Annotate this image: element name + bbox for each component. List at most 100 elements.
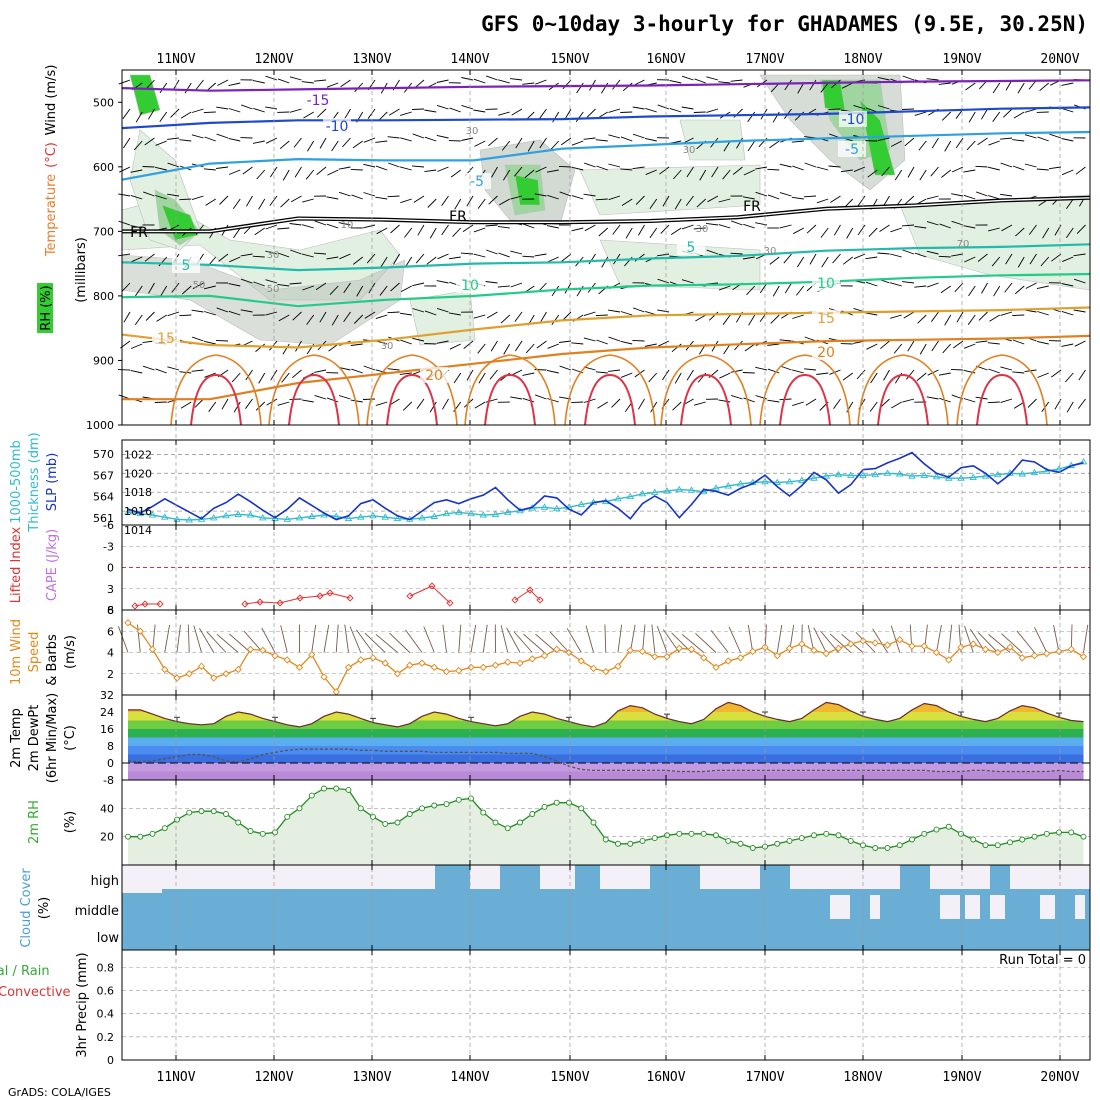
isotherm-label: -5 — [845, 142, 859, 158]
wind-barb — [134, 314, 143, 326]
wind-barb — [803, 195, 817, 198]
rh-2m-marker — [933, 826, 940, 833]
rh-2m-marker — [529, 811, 536, 817]
upper-wind-label: Wind (m/s) — [44, 65, 59, 136]
wind-barb — [743, 397, 755, 403]
wind-barb — [522, 82, 535, 85]
wind-barb — [722, 169, 731, 180]
wind-barb — [792, 227, 804, 235]
precip-tick-label: 0 — [107, 1054, 114, 1067]
wind-barb — [155, 195, 167, 200]
isotherm-15 — [121, 306, 1091, 349]
thickness-tick-label: 567 — [93, 469, 114, 482]
wind-barb-10m — [1016, 630, 1035, 653]
wind-barb — [894, 169, 903, 181]
wind-speed-marker — [1006, 643, 1014, 651]
temp-band — [128, 737, 1084, 746]
wind-speed-marker — [271, 652, 279, 660]
isotherm-10 — [121, 272, 1091, 308]
wind-speed-marker — [442, 667, 451, 676]
wind-barb — [486, 311, 498, 319]
rh-2m-marker — [725, 837, 732, 844]
rh-shade-region — [514, 174, 541, 206]
wind-barb — [608, 163, 621, 168]
wind-barb-10m — [423, 626, 435, 653]
wind-barb — [989, 314, 1000, 322]
rh-contour-label: 10 — [341, 220, 354, 231]
isotherm-25-loop — [288, 373, 340, 426]
wind-barb — [620, 111, 633, 113]
rh-area-mid — [128, 789, 1084, 837]
wind-barb — [442, 398, 449, 410]
wind-speed-marker — [381, 659, 389, 667]
wind-barb — [833, 224, 841, 236]
wind-barb — [228, 108, 241, 113]
wind-barb — [539, 137, 547, 149]
thickness-marker — [822, 472, 831, 479]
wind-barb — [1036, 168, 1049, 171]
wind-barb — [797, 82, 805, 94]
wind-barb — [412, 133, 425, 139]
wind-barb — [941, 169, 952, 178]
lifted-index-marker — [428, 582, 436, 590]
wind-barb — [608, 108, 621, 113]
wind-barb — [767, 399, 780, 403]
rh-2m-marker — [688, 830, 695, 837]
cape-label: CAPE (J/kg) — [45, 529, 60, 601]
wind-barb — [155, 368, 167, 374]
wind-barb — [779, 163, 792, 168]
thickness-marker — [1079, 458, 1088, 465]
wind-barb — [657, 309, 670, 313]
thickness-marker — [344, 514, 353, 522]
wind-barb — [792, 314, 804, 319]
wind-barb — [453, 372, 462, 384]
thickness-marker — [283, 515, 292, 522]
wind-barb-10m — [280, 625, 288, 653]
rh-2m-marker — [333, 785, 340, 792]
slp-tick-label: 1016 — [124, 505, 152, 518]
wind-barb — [696, 198, 707, 208]
thickness-marker — [724, 482, 733, 489]
wind-barb — [412, 282, 425, 287]
wind-barb — [301, 399, 314, 403]
wind-barb — [319, 311, 327, 323]
wind-barb — [1051, 253, 1062, 262]
freezing-level-label: FR — [449, 209, 467, 225]
wind-barb — [767, 168, 780, 171]
wind-barb — [393, 253, 400, 265]
wind-barb — [645, 169, 657, 176]
wind-barb — [950, 368, 964, 371]
rh-2m-marker — [970, 836, 977, 843]
wind-barb — [711, 166, 719, 178]
top-date-label: 18NOV — [843, 52, 882, 67]
wind-barb — [670, 227, 682, 235]
wind-barb — [583, 337, 596, 342]
wind-speed-marker — [1067, 645, 1075, 653]
wind-barb — [674, 198, 682, 210]
precip-tick-label: 0.4 — [97, 1008, 115, 1021]
wind-barb — [650, 401, 658, 413]
wind-barb — [575, 111, 584, 122]
rh-contour-label: 30 — [696, 224, 709, 235]
credit-label: GrADS: COLA/IGES — [8, 1086, 111, 1099]
wind-barb — [269, 340, 278, 351]
wind-barb — [706, 222, 719, 226]
wind-barb — [179, 314, 192, 317]
lifted-index-marker — [156, 600, 164, 608]
wind-barb — [1027, 398, 1037, 408]
wind-barb — [461, 104, 474, 110]
stability-tick-label: 3 — [107, 583, 114, 596]
wind-barb — [902, 75, 915, 81]
wind-barb — [388, 108, 400, 116]
wind-barb — [868, 227, 878, 237]
wind-barb — [154, 401, 167, 403]
wind-barb — [416, 398, 425, 409]
isotherm-label: 20 — [425, 368, 443, 384]
wind-barb — [907, 340, 915, 352]
rh-2m-marker — [186, 809, 193, 816]
thickness-marker — [271, 514, 279, 522]
wind-barb — [485, 224, 498, 227]
lifted-index-marker — [256, 598, 264, 606]
wind-barb — [301, 253, 314, 258]
rh-2m-marker — [1080, 833, 1087, 840]
